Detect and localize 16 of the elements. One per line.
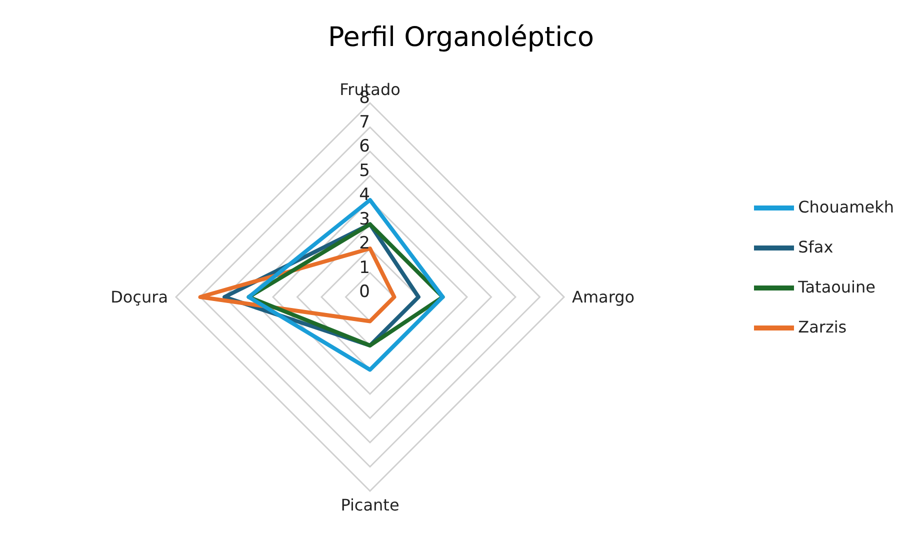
y-tick-label: 5 — [359, 160, 370, 181]
y-tick-label: 6 — [359, 136, 370, 156]
y-tick-label: 0 — [359, 282, 370, 302]
legend-label: Sfax — [798, 236, 834, 256]
y-tick-label: 1 — [359, 258, 370, 278]
chart-title: Perfil Organoléptico — [326, 22, 596, 53]
y-tick-label: 3 — [359, 209, 370, 230]
y-tick-label: 7 — [359, 112, 370, 132]
y-tick-label: 4 — [359, 185, 370, 205]
spoke-label: Picante — [340, 495, 400, 514]
legend-label: Zarzis — [798, 316, 847, 336]
legend-label: Tataouine — [798, 276, 876, 296]
legend-label: Chouamekh — [798, 196, 894, 216]
y-tick-label: 2 — [359, 234, 370, 254]
spoke-label: Doçura — [110, 288, 168, 307]
spoke-label: Amargo — [572, 288, 635, 307]
